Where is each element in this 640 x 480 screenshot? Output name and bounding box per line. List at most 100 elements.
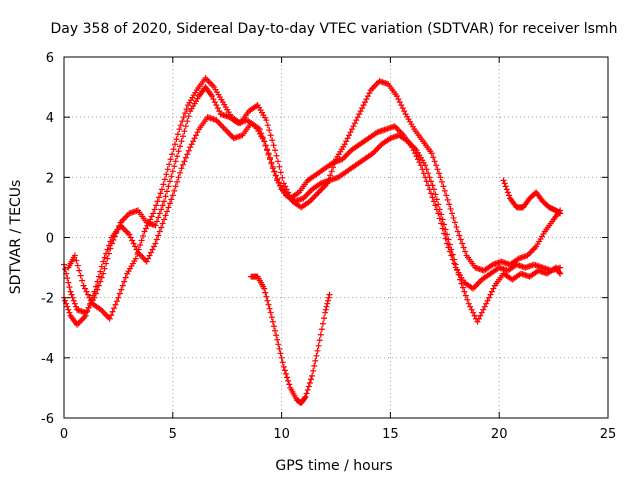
x-tick-label: 5 — [169, 427, 177, 442]
data-point — [163, 208, 170, 215]
data-point — [490, 285, 497, 292]
data-point — [434, 166, 441, 173]
data-point — [363, 96, 370, 103]
x-tick-label: 0 — [60, 427, 68, 442]
data-point — [269, 318, 276, 325]
data-point — [158, 224, 165, 231]
data-point — [165, 183, 172, 190]
data-point — [448, 246, 455, 253]
data-point — [156, 194, 163, 201]
data-point — [359, 105, 366, 112]
data-point — [90, 292, 97, 299]
data-point — [486, 294, 493, 301]
data-point — [440, 183, 447, 190]
data-point — [458, 280, 465, 287]
data-point — [179, 161, 186, 168]
data-point — [396, 99, 403, 106]
data-point — [177, 122, 184, 129]
data-point — [449, 251, 456, 258]
data-point — [453, 223, 460, 230]
data-point — [468, 306, 475, 313]
data-point — [280, 363, 287, 370]
data-point — [462, 248, 469, 255]
data-point — [132, 243, 139, 250]
data-point — [104, 255, 111, 262]
y-tick-label: 0 — [46, 232, 54, 247]
data-point — [181, 158, 188, 165]
data-point — [86, 294, 93, 301]
data-point — [163, 188, 170, 195]
data-point — [208, 93, 215, 100]
data-point — [146, 252, 153, 259]
data-point — [74, 262, 81, 269]
data-point — [481, 303, 488, 310]
data-point — [268, 159, 275, 166]
data-point — [150, 243, 157, 250]
y-tick-label: -4 — [41, 352, 54, 367]
data-point — [343, 138, 350, 145]
data-point — [265, 150, 272, 157]
data-point — [426, 174, 433, 181]
data-point — [211, 99, 218, 106]
data-point — [435, 170, 442, 177]
data-point — [179, 133, 186, 140]
data-point — [119, 282, 126, 289]
data-point — [95, 282, 102, 289]
data-point — [312, 357, 319, 364]
data-point — [457, 236, 464, 243]
data-point — [109, 308, 116, 315]
data-point — [328, 168, 335, 175]
data-point — [191, 135, 198, 142]
data-point — [165, 204, 172, 211]
data-point — [129, 237, 136, 244]
series-5 — [500, 177, 564, 217]
data-point — [263, 117, 270, 124]
data-point — [322, 309, 329, 316]
data-point — [64, 303, 71, 310]
data-point — [67, 288, 74, 295]
data-point — [279, 359, 286, 366]
data-point — [272, 147, 279, 154]
data-point — [68, 291, 75, 298]
data-point — [103, 250, 110, 257]
y-axis-label: SDTVAR / TECUs — [8, 180, 24, 295]
data-point — [156, 210, 163, 217]
data-point — [168, 173, 175, 180]
data-point — [324, 300, 331, 307]
data-point — [456, 232, 463, 239]
data-point — [442, 226, 449, 233]
x-tick-label: 15 — [382, 427, 399, 442]
data-point — [80, 282, 87, 289]
data-point — [441, 221, 448, 228]
data-point — [101, 254, 108, 261]
data-point — [398, 102, 405, 109]
data-point — [462, 292, 469, 299]
data-point — [126, 231, 133, 238]
series-3 — [65, 75, 564, 322]
data-point — [357, 108, 364, 115]
data-point — [132, 255, 139, 262]
data-point — [502, 183, 509, 190]
data-point — [318, 326, 325, 333]
data-point — [483, 300, 490, 307]
data-point — [182, 110, 189, 117]
data-points — [61, 75, 564, 406]
data-point — [160, 181, 167, 188]
data-point — [111, 305, 118, 312]
plot-frame — [63, 56, 609, 419]
data-point — [277, 169, 284, 176]
data-point — [470, 309, 477, 316]
data-point — [265, 301, 272, 308]
data-point — [323, 303, 330, 310]
data-point — [331, 160, 338, 167]
data-point — [319, 320, 326, 327]
data-point — [280, 180, 287, 187]
data-point — [487, 291, 494, 298]
data-point — [344, 135, 351, 142]
data-point — [435, 201, 442, 208]
data-point — [182, 154, 189, 161]
data-point — [433, 196, 440, 203]
data-point — [107, 238, 114, 245]
data-point — [271, 168, 278, 175]
data-point — [153, 236, 160, 243]
